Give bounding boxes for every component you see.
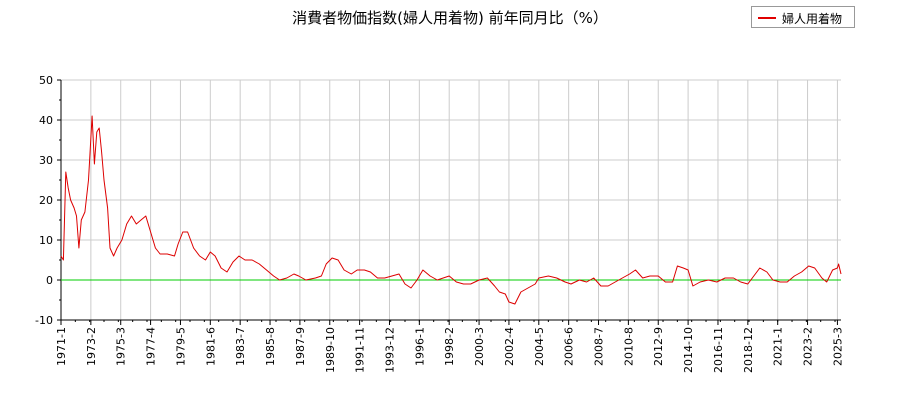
y-tick-label: 20 — [39, 194, 53, 207]
data-layer — [60, 115, 842, 305]
y-tick-label: -10 — [35, 314, 53, 327]
x-tick-label: 2025-3 — [831, 327, 844, 366]
x-tick-label: 2021-1 — [772, 327, 785, 366]
y-tick-labels: 50 40 30 20 10 0 -10 — [35, 74, 53, 327]
legend: 婦人用着物 — [751, 6, 855, 28]
x-tick-label: 1977-4 — [145, 327, 158, 366]
x-tick-labels: 1971-1 1973-2 1975-3 1977-4 1979-5 1981-6 1983… — [55, 327, 844, 373]
x-tick-label: 1996-1 — [413, 327, 426, 366]
x-tick-label: 1993-12 — [383, 327, 396, 373]
x-tick-label: 1987-9 — [294, 327, 307, 366]
x-tick-label: 1973-2 — [85, 327, 98, 366]
y-tick-label: 40 — [39, 114, 53, 127]
x-tick-label: 2006-6 — [563, 327, 576, 366]
x-tick-label: 1971-1 — [55, 327, 68, 366]
x-tick-label: 2010-8 — [622, 327, 635, 366]
grid — [60, 79, 841, 321]
legend-label: 婦人用着物 — [782, 12, 843, 26]
y-tick-label: 0 — [46, 274, 53, 287]
x-tick-label: 1991-11 — [354, 327, 367, 373]
y-tick-label: 30 — [39, 154, 53, 167]
x-tick-label: 1981-6 — [204, 327, 217, 366]
x-tick-label: 1979-5 — [174, 327, 187, 366]
x-tick-label: 2002-4 — [503, 327, 516, 366]
x-tick-label: 2018-12 — [742, 327, 755, 373]
x-tick-label: 2014-10 — [682, 327, 695, 373]
x-tick-label: 1998-2 — [443, 327, 456, 366]
x-tick-label: 2012-9 — [652, 327, 665, 366]
chart-title: 消費者物価指数(婦人用着物) 前年同月比（%） — [292, 9, 608, 27]
x-tick-label: 1975-3 — [115, 327, 128, 366]
x-tick-label: 2023-2 — [802, 327, 815, 366]
y-tick-label: 10 — [39, 234, 53, 247]
y-tick-label: 50 — [39, 74, 53, 87]
series-line — [60, 115, 842, 305]
legend-line-swatch — [758, 17, 776, 19]
x-tick-label: 2000-3 — [473, 327, 486, 366]
x-tick-label: 2004-5 — [533, 327, 546, 366]
x-tick-label: 2016-11 — [712, 327, 725, 373]
x-tick-label: 1983-7 — [234, 327, 247, 366]
x-tick-label: 1989-10 — [324, 327, 337, 373]
x-tick-label: 1985-8 — [264, 327, 277, 366]
x-tick-label: 2008-7 — [593, 327, 606, 366]
